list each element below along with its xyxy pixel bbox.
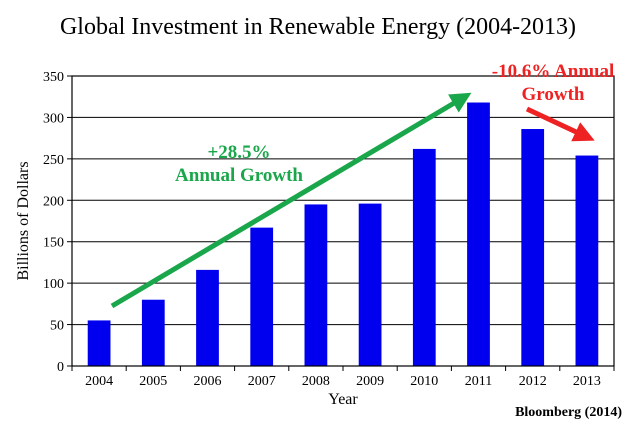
y-tick-label: 0	[57, 360, 64, 375]
x-tick-label: 2012	[519, 374, 547, 389]
bar-2008	[304, 204, 328, 366]
y-tick-label: 100	[43, 277, 64, 292]
decline-arrow-down	[525, 106, 595, 142]
plot-frame	[71, 75, 615, 367]
growth-annotation-line2: Annual Growth	[175, 165, 303, 186]
y-tick-label: 350	[43, 70, 64, 85]
x-tick-label: 2006	[194, 374, 222, 389]
y-tick-label: 250	[43, 153, 64, 168]
bar-2009	[358, 203, 382, 366]
y-tick-label: 150	[43, 236, 64, 251]
bar-2011	[467, 102, 490, 366]
x-tick-label: 2009	[356, 374, 384, 389]
bar-2006	[196, 269, 219, 366]
bar-2005	[141, 299, 165, 366]
bar-2012	[521, 129, 545, 366]
y-tick-label: 200	[43, 194, 64, 209]
source-credit: Bloomberg (2014)	[515, 405, 622, 420]
x-tick-label: 2011	[465, 374, 492, 389]
decline-annotation-line1: -10.6% Annual	[492, 61, 614, 82]
bar-2013	[575, 155, 599, 366]
bars	[87, 102, 599, 366]
x-tick-label: 2010	[410, 374, 438, 389]
x-tick-label: 2005	[139, 374, 167, 389]
y-tick-label: 300	[43, 111, 64, 126]
decline-annotation-line2: Growth	[522, 84, 585, 105]
growth-arrow-up	[110, 92, 472, 309]
x-axis-label: Year	[328, 391, 358, 408]
y-axis-label: Billions of Dollars	[15, 161, 32, 280]
chart-title: Global Investment in Renewable Energy (2…	[60, 14, 576, 40]
y-axis-ticks: 0 50 100 150 200 250 300 350	[43, 70, 72, 375]
y-tick-label: 50	[50, 319, 64, 334]
x-tick-label: 2007	[248, 374, 276, 389]
x-tick-label: 2013	[573, 374, 601, 389]
bar-2007	[250, 227, 274, 366]
x-axis-ticks: 2004 2005 2006 2007 2008 2009 2010 2011 2012 2013	[71, 366, 615, 389]
bar-2010	[412, 148, 436, 366]
x-tick-label: 2004	[85, 374, 113, 389]
growth-annotation-line1: +28.5%	[207, 142, 270, 163]
x-tick-label: 2008	[302, 374, 330, 389]
bar-2004	[87, 320, 111, 366]
